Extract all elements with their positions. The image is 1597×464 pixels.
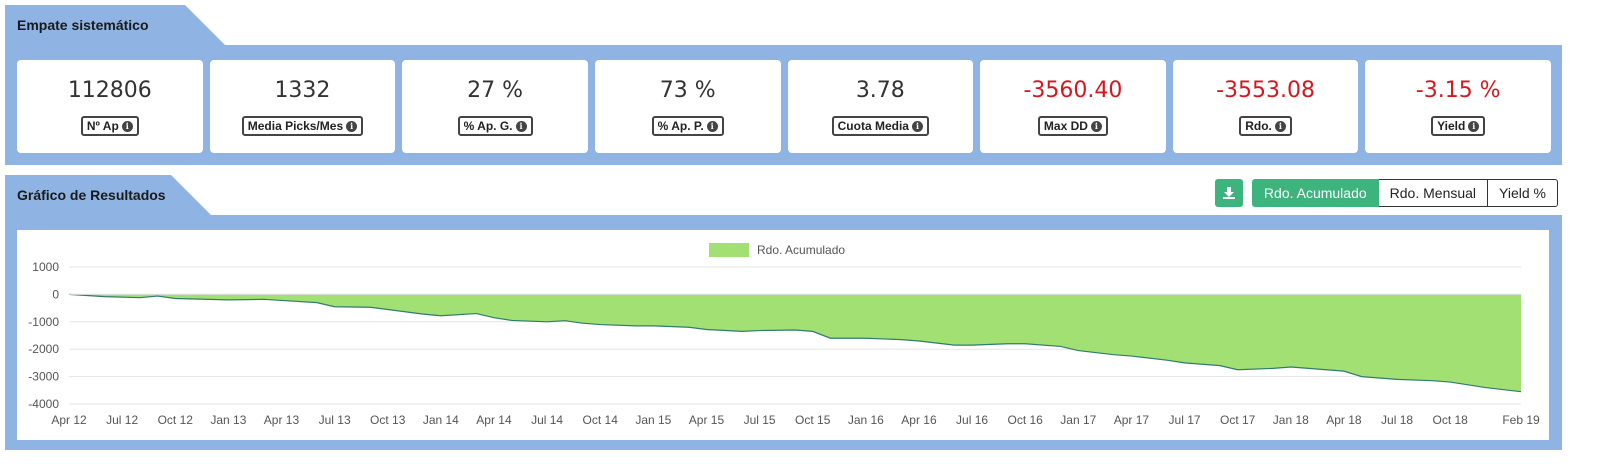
info-icon[interactable]: i [1090,120,1102,132]
x-tick-label: Apr 15 [689,413,725,427]
x-tick-label: Jan 13 [210,413,246,427]
legend-swatch [709,243,749,257]
chart-title-tab: Gráfico de Resultados [5,175,211,215]
y-tick-label: -2000 [28,342,59,356]
stat-value: -3553.08 [1216,78,1316,103]
tab-yield[interactable]: Yield % [1488,179,1558,207]
chart-section-title: Gráfico de Resultados [17,187,166,203]
x-tick-label: Apr 16 [901,413,937,427]
x-tick-label: Jan 17 [1060,413,1096,427]
section-title-tab: Empate sistemático [5,5,225,45]
y-tick-label: -4000 [28,397,59,411]
stat-card: -3553.08 Rdo. i [1172,60,1359,153]
info-icon[interactable]: i [346,120,358,132]
stat-label-box[interactable]: Yield i [1431,116,1486,136]
x-tick-label: Apr 12 [51,413,87,427]
stat-card: 112806 Nº Ap i [17,60,203,153]
chart-toolbar: Rdo. Acumulado Rdo. Mensual Yield % [1214,179,1558,207]
tab-rdo-acumulado[interactable]: Rdo. Acumulado [1251,179,1379,207]
x-tick-label: Apr 17 [1114,413,1150,427]
stat-label-box[interactable]: Media Picks/Mes i [241,116,364,136]
tab-rdo-mensual[interactable]: Rdo. Mensual [1378,179,1489,207]
stat-value: 3.78 [855,78,905,103]
stat-label: Max DD [1043,119,1088,133]
download-button[interactable] [1214,179,1243,207]
legend-label: Rdo. Acumulado [757,243,845,257]
x-tick-label: Jul 15 [744,413,776,427]
y-tick-label: -3000 [28,370,59,384]
x-tick-label: Jul 13 [319,413,351,427]
stat-label-box[interactable]: Nº Ap i [80,116,139,136]
stat-label-box[interactable]: % Ap. P. i [651,116,724,136]
x-tick-label: Jan 15 [635,413,671,427]
stat-label: Yield [1437,119,1466,133]
x-tick-label: Jul 14 [531,413,563,427]
section-title: Empate sistemático [17,17,149,33]
stat-card: 27 % % Ap. G. i [402,60,588,153]
stat-label: % Ap. G. [463,119,513,133]
x-tick-label: Apr 14 [476,413,512,427]
y-tick-label: 0 [52,287,59,301]
x-tick-label: Jan 14 [423,413,459,427]
stat-value: -3.15 % [1415,78,1501,103]
stat-label: Media Picks/Mes [247,119,344,133]
stat-value: 73 % [659,78,716,103]
stats-cards: 112806 Nº Ap i 1332 Media Picks/Mes i 27 %% Ap… [17,60,1551,153]
stat-value: 112806 [67,78,152,103]
stat-label: Cuota Media [837,119,909,133]
series-area [69,294,1521,392]
x-tick-label: Oct 17 [1220,413,1256,427]
chart-container: 1000 0 -1000 -2000 -3000 -4000 Apr 12 Jul 12 Oct… [17,230,1549,440]
x-tick-label: Jul 12 [106,413,138,427]
info-icon[interactable]: i [706,120,718,132]
x-tick-label: Jan 18 [1273,413,1309,427]
stat-card: 73 % % Ap. P. i [594,60,781,153]
info-icon[interactable]: i [515,120,527,132]
info-icon[interactable]: i [911,120,923,132]
info-icon[interactable]: i [1468,120,1480,132]
download-icon [1222,187,1235,199]
x-tick-label: Jan 16 [848,413,884,427]
stat-label: Nº Ap [86,119,119,133]
x-tick-label: Oct 15 [795,413,831,427]
chart-mode-tabs: Rdo. Acumulado Rdo. Mensual Yield % [1251,179,1558,207]
x-tick-label: Oct 16 [1008,413,1044,427]
x-tick-label: Feb 19 [1502,413,1540,427]
x-tick-label: Jul 16 [956,413,988,427]
stat-card: -3.15 % Yield i [1365,60,1551,153]
info-icon[interactable]: i [1274,120,1286,132]
x-tick-label: Apr 13 [264,413,300,427]
stat-value: 1332 [274,78,331,103]
stat-card: -3560.40 Max DD i [980,60,1166,153]
stat-label-box[interactable]: Max DD i [1037,116,1108,136]
x-tick-label: Oct 13 [370,413,406,427]
info-icon[interactable]: i [121,120,133,132]
stat-label: Rdo. [1245,119,1272,133]
y-tick-label: 1000 [32,260,59,274]
x-tick-label: Oct 14 [583,413,619,427]
y-tick-label: -1000 [28,315,59,329]
x-tick-label: Apr 18 [1326,413,1362,427]
stat-label-box[interactable]: % Ap. G. i [457,116,533,136]
stat-label: % Ap. P. [657,119,704,133]
stat-value: 27 % [467,78,524,103]
stat-card: 1332 Media Picks/Mes i [209,60,396,153]
stat-card: 3.78 Cuota Media i [787,60,974,153]
x-tick-label: Jul 18 [1381,413,1413,427]
stat-label-box[interactable]: Cuota Media i [831,116,929,136]
stat-label-box[interactable]: Rdo. i [1239,116,1292,136]
stat-value: -3560.40 [1023,78,1123,103]
x-tick-label: Oct 18 [1432,413,1468,427]
x-tick-label: Oct 12 [158,413,194,427]
x-tick-label: Jul 17 [1169,413,1201,427]
results-chart: 1000 0 -1000 -2000 -3000 -4000 Apr 12 Jul 12 Oct… [28,243,1540,427]
series-line [68,293,1522,393]
